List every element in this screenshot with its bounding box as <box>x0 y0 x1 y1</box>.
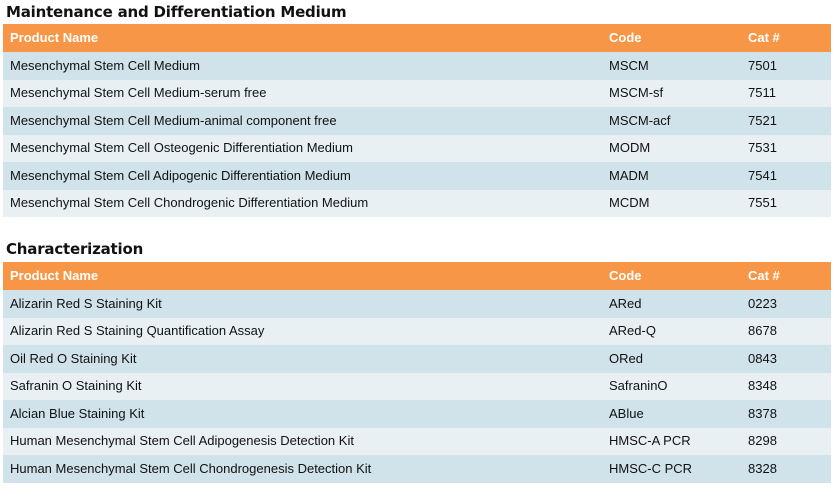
column-header: Cat # <box>741 24 831 52</box>
table-cell: Mesenchymal Stem Cell Osteogenic Differe… <box>3 134 602 162</box>
header-row: Product Name Code Cat # <box>3 262 831 290</box>
table-cell: 8348 <box>741 372 831 400</box>
column-header: Code <box>602 262 741 290</box>
table-cell: MADM <box>602 162 741 190</box>
header-row: Product Name Code Cat # <box>3 24 831 52</box>
table-row: Alizarin Red S Staining Kit ARed 0223 <box>3 290 831 318</box>
table-row: Human Mesenchymal Stem Cell Adipogenesis… <box>3 427 831 455</box>
table-cell: MSCM-sf <box>602 79 741 107</box>
table-cell: ABlue <box>602 400 741 428</box>
table-cell: Mesenchymal Stem Cell Medium-serum free <box>3 79 602 107</box>
table-cell: 7511 <box>741 79 831 107</box>
table-row: Mesenchymal Stem Cell Chondrogenic Diffe… <box>3 189 831 217</box>
table-cell: ARed <box>602 290 741 318</box>
table-cell: Mesenchymal Stem Cell Medium-animal comp… <box>3 107 602 135</box>
column-header: Product Name <box>3 262 602 290</box>
table-cell: Alizarin Red S Staining Quantification A… <box>3 317 602 345</box>
product-table: Product Name Code Cat # Mesenchymal Stem Ce… <box>3 24 831 217</box>
table-row: Oil Red O Staining Kit ORed 0843 <box>3 345 831 373</box>
table-cell: ORed <box>602 345 741 373</box>
table-cell: 8298 <box>741 427 831 455</box>
table-cell: 7501 <box>741 52 831 80</box>
table-cell: 8378 <box>741 400 831 428</box>
section-title: Maintenance and Differentiation Medium <box>6 3 347 21</box>
table-cell: MODM <box>602 134 741 162</box>
table-cell: Alizarin Red S Staining Kit <box>3 290 602 318</box>
table-cell: Human Mesenchymal Stem Cell Adipogenesis… <box>3 427 602 455</box>
table-cell: 8328 <box>741 455 831 483</box>
table-cell: 7521 <box>741 107 831 135</box>
section-title: Characterization <box>6 240 144 258</box>
table-cell: Mesenchymal Stem Cell Adipogenic Differe… <box>3 162 602 190</box>
table-row: Mesenchymal Stem Cell Osteogenic Differe… <box>3 134 831 162</box>
table-cell: Safranin O Staining Kit <box>3 372 602 400</box>
table-cell: SafraninO <box>602 372 741 400</box>
table-cell: 7541 <box>741 162 831 190</box>
table-cell: HMSC-C PCR <box>602 455 741 483</box>
table-cell: ARed-Q <box>602 317 741 345</box>
table-cell: MSCM <box>602 52 741 80</box>
table-cell: 7531 <box>741 134 831 162</box>
table-row: Safranin O Staining Kit SafraninO 8348 <box>3 372 831 400</box>
table-row: Alizarin Red S Staining Quantification A… <box>3 317 831 345</box>
table-cell: MSCM-acf <box>602 107 741 135</box>
table-cell: Mesenchymal Stem Cell Chondrogenic Diffe… <box>3 189 602 217</box>
table-row: Human Mesenchymal Stem Cell Chondrogenes… <box>3 455 831 483</box>
product-table: Product Name Code Cat # Alizarin Red S Stai… <box>3 262 831 483</box>
table-cell: 0223 <box>741 290 831 318</box>
table-row: Mesenchymal Stem Cell Medium MSCM 7501 <box>3 52 831 80</box>
table-row: Mesenchymal Stem Cell Medium-serum free M… <box>3 79 831 107</box>
table-cell: Mesenchymal Stem Cell Medium <box>3 52 602 80</box>
table-cell: Human Mesenchymal Stem Cell Chondrogenes… <box>3 455 602 483</box>
table-row: Alcian Blue Staining Kit ABlue 8378 <box>3 400 831 428</box>
table-cell: Alcian Blue Staining Kit <box>3 400 602 428</box>
table-cell: 7551 <box>741 189 831 217</box>
table-cell: MCDM <box>602 189 741 217</box>
column-header: Cat # <box>741 262 831 290</box>
table-cell: 0843 <box>741 345 831 373</box>
table-cell: Oil Red O Staining Kit <box>3 345 602 373</box>
table-cell: HMSC-A PCR <box>602 427 741 455</box>
table-row: Mesenchymal Stem Cell Medium-animal comp… <box>3 107 831 135</box>
column-header: Product Name <box>3 24 602 52</box>
table-cell: 8678 <box>741 317 831 345</box>
column-header: Code <box>602 24 741 52</box>
table-row: Mesenchymal Stem Cell Adipogenic Differe… <box>3 162 831 190</box>
